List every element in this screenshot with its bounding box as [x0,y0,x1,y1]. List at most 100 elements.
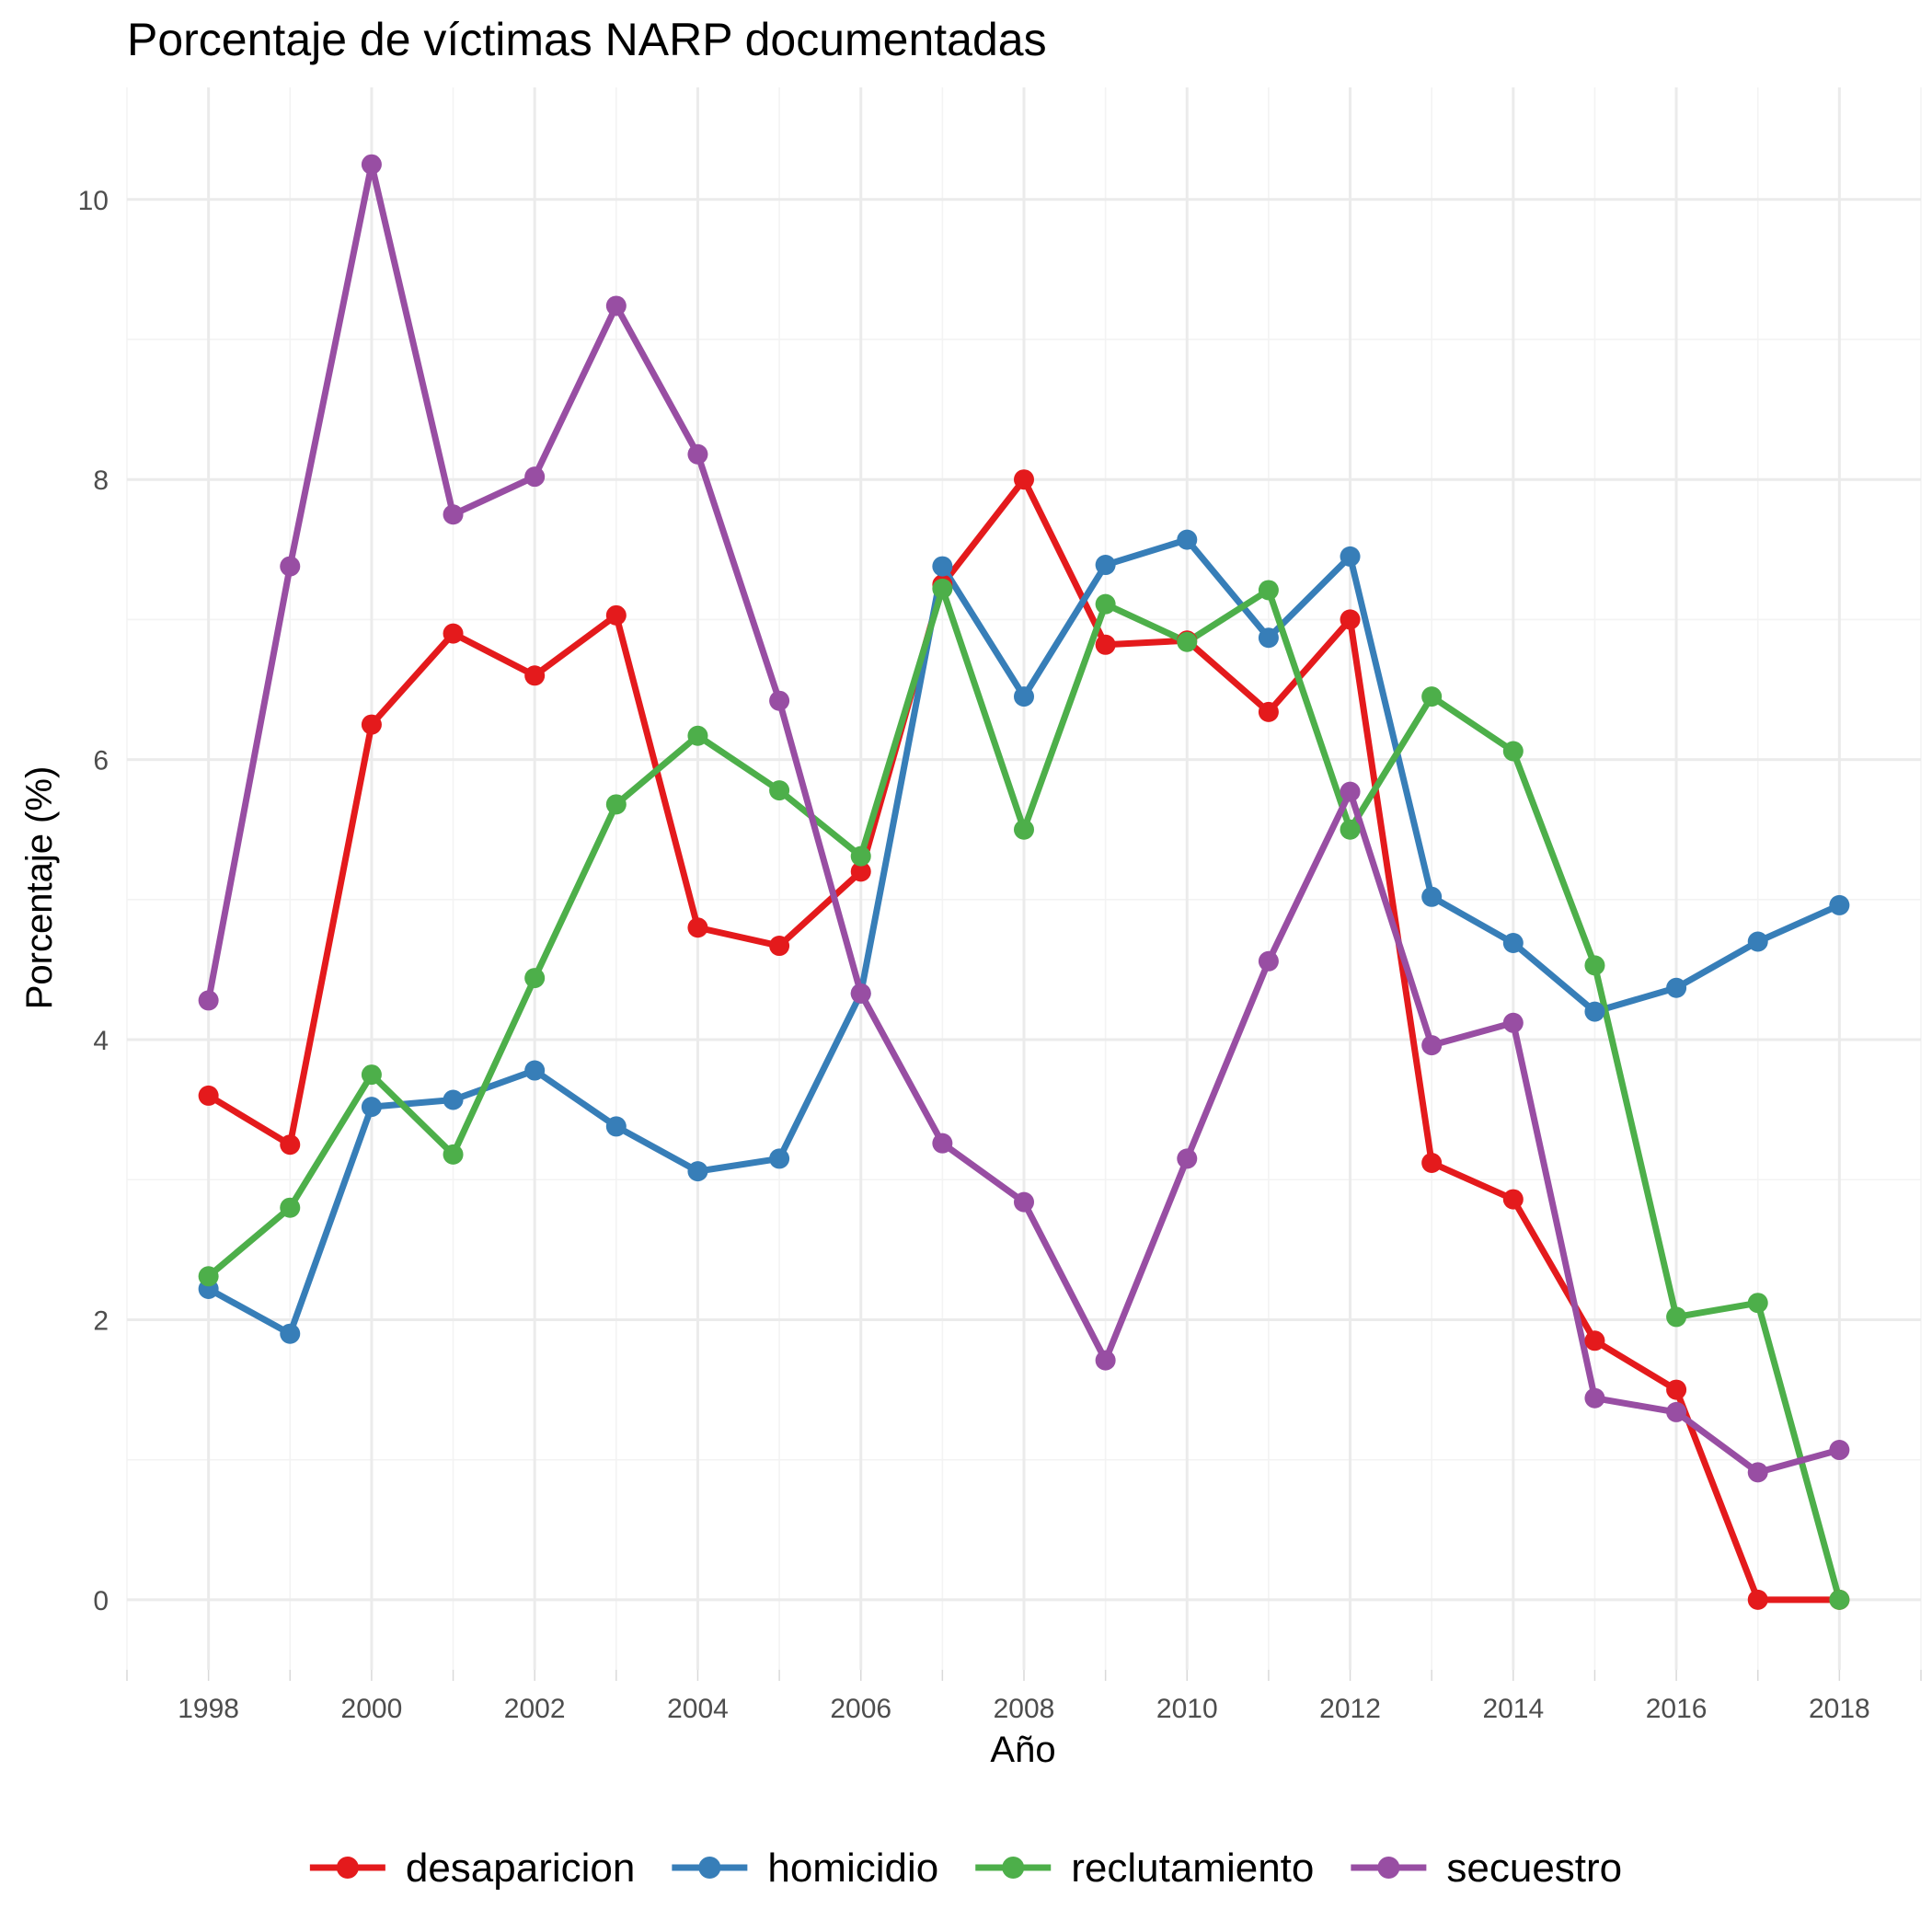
data-point-desaparicion [1421,1152,1443,1173]
data-point-secuestro [605,295,627,316]
data-point-reclutamiento [1095,593,1116,615]
data-point-reclutamiento [198,1266,219,1287]
data-point-desaparicion [1502,1189,1524,1210]
data-point-desaparicion [1095,634,1116,655]
data-point-reclutamiento [1666,1306,1687,1328]
data-point-secuestro [687,443,708,465]
data-point-desaparicion [687,917,708,938]
x-tick-label: 2014 [1482,1694,1544,1724]
data-point-homicidio [1747,931,1768,952]
x-tick-label: 2016 [1646,1694,1708,1724]
data-point-homicidio [443,1089,464,1110]
data-point-reclutamiento [850,845,871,867]
data-point-desaparicion [361,714,382,735]
data-point-desaparicion [1258,701,1279,722]
grid [126,87,1922,1670]
data-point-homicidio [932,556,953,577]
data-point-secuestro [1340,781,1361,802]
x-tick-label: 1998 [178,1694,239,1724]
data-point-secuestro [1095,1350,1116,1371]
data-point-desaparicion [198,1085,219,1106]
y-tick-label: 8 [93,466,109,496]
legend-item-desaparicion: desaparicion [309,1846,636,1891]
y-tick-label: 2 [93,1305,109,1336]
data-point-secuestro [850,983,871,1004]
data-point-homicidio [280,1323,301,1344]
data-point-secuestro [769,690,790,711]
data-point-reclutamiento [932,578,953,599]
x-axis-ticks: 1998 2000 2002 2004 2006 2008 2010 2012 2014 2016… [126,1670,1922,1724]
data-point-secuestro [1421,1035,1443,1056]
data-point-desaparicion [524,665,546,686]
y-tick-label: 4 [93,1026,109,1056]
data-point-homicidio [361,1097,382,1118]
data-point-secuestro [1829,1440,1850,1461]
data-point-secuestro [1177,1148,1198,1169]
data-point-homicidio [1666,977,1687,998]
legend-label: desaparicion [406,1846,636,1891]
chart-title: Porcentaje de víctimas NARP documentadas [127,14,1047,65]
x-tick-label: 2018 [1809,1694,1870,1724]
data-point-secuestro [280,556,301,577]
data-point-desaparicion [769,936,790,957]
data-point-secuestro [1666,1401,1687,1422]
data-point-homicidio [1829,894,1850,915]
data-point-reclutamiento [1258,580,1279,601]
legend-key-point [1002,1857,1025,1879]
data-point-secuestro [443,504,464,525]
legend-label: reclutamiento [1071,1846,1314,1891]
legend-item-homicidio: homicidio [672,1846,938,1891]
data-point-secuestro [361,154,382,175]
legend-item-secuestro: secuestro [1351,1846,1622,1891]
data-point-desaparicion [1666,1379,1687,1400]
data-point-desaparicion [1747,1589,1768,1610]
data-point-reclutamiento [687,725,708,746]
data-point-reclutamiento [524,968,546,989]
data-point-reclutamiento [605,794,627,815]
series-points [198,154,1850,1610]
data-point-desaparicion [1340,609,1361,630]
x-tick-label: 2010 [1156,1694,1218,1724]
data-point-homicidio [1584,1001,1605,1022]
data-point-reclutamiento [361,1064,382,1086]
data-point-secuestro [1014,1191,1034,1213]
data-point-reclutamiento [1584,955,1605,976]
data-point-homicidio [1095,555,1116,576]
data-point-secuestro [1502,1012,1524,1033]
legend-key-point [336,1857,359,1879]
legend-label: homicidio [767,1846,938,1891]
data-point-secuestro [524,466,546,488]
data-point-reclutamiento [769,780,790,801]
data-point-secuestro [932,1133,953,1154]
y-axis-label: Porcentaje (%) [19,766,60,1010]
data-point-secuestro [1584,1387,1605,1409]
data-point-homicidio [1014,686,1034,707]
legend-key-point [1377,1857,1400,1879]
y-tick-label: 10 [78,186,109,216]
data-point-desaparicion [605,604,627,626]
x-tick-label: 2012 [1319,1694,1381,1724]
data-point-reclutamiento [280,1197,301,1218]
data-point-reclutamiento [1177,631,1198,652]
legend: desaparicion homicidio reclutamiento secues… [309,1846,1622,1891]
data-point-secuestro [198,990,219,1011]
data-point-reclutamiento [1747,1293,1768,1314]
x-tick-label: 2004 [667,1694,729,1724]
legend-label: secuestro [1446,1846,1622,1891]
y-tick-label: 0 [93,1586,109,1616]
x-axis-label: Año [990,1730,1055,1770]
data-point-homicidio [687,1161,708,1182]
legend-item-reclutamiento: reclutamiento [975,1846,1314,1891]
data-point-homicidio [1258,627,1279,649]
x-tick-label: 2000 [341,1694,403,1724]
data-point-homicidio [605,1116,627,1137]
data-point-desaparicion [443,623,464,644]
data-point-secuestro [1258,950,1279,972]
x-tick-label: 2006 [830,1694,891,1724]
legend-key-point [698,1857,721,1879]
data-point-homicidio [1502,933,1524,954]
data-point-reclutamiento [1502,741,1524,762]
data-point-desaparicion [1584,1330,1605,1351]
data-point-homicidio [524,1060,546,1081]
